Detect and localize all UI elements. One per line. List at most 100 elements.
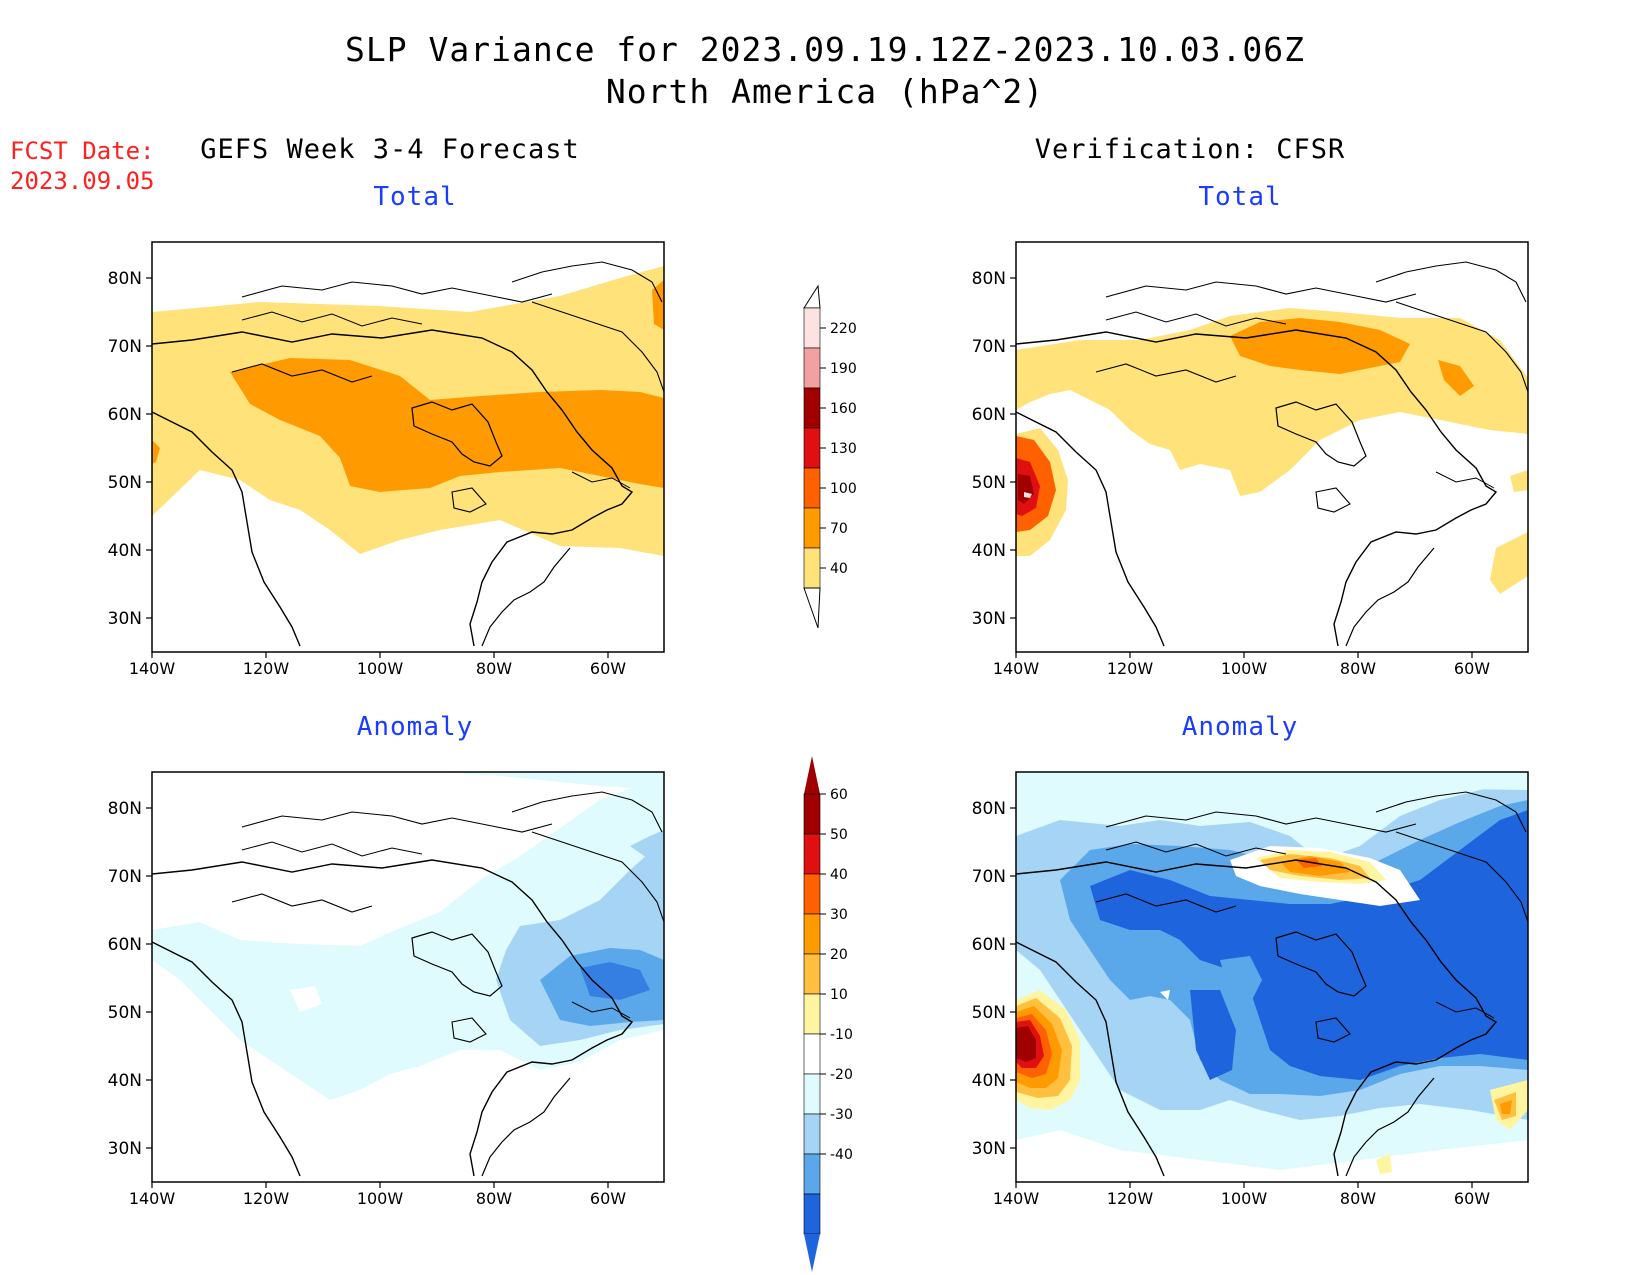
total-colorbar-top-cap [803,284,821,309]
verification-anomaly-minus40-contour [1090,810,1528,1080]
anomaly-colorbar-label: 20 [830,947,848,963]
total-colorbar-label: 220 [830,321,857,337]
total-colorbar-label: 40 [830,561,848,577]
anomaly-colorbar-label: -40 [830,1147,853,1163]
forecast-anomaly-lon-label: 120W [243,1189,290,1208]
anomaly-colorbar-label: 50 [830,827,848,843]
forecast-total-lon-label: 80W [476,659,512,678]
forecast-total-lat-label: 40N [108,541,142,561]
verification-anomaly-lat-label: 50N [972,1003,1006,1023]
forecast-anomaly-lat-label: 50N [108,1003,142,1023]
total-colorbar-swatch [803,467,821,509]
anomaly-colorbar-swatch [803,913,821,955]
anomaly-colorbar-label: 60 [830,787,848,803]
anomaly-colorbar: 60 50 40 30 20 10 -10 -20 -30 -40 [803,756,853,1272]
verification-anomaly-lon-label: 140W [993,1189,1040,1208]
verification-anomaly-lat-label: 70N [972,867,1006,887]
verification-total-lon-label: 120W [1107,659,1154,678]
forecast-anomaly-lon-label: 140W [129,1189,176,1208]
verification-total-lon-label: 80W [1340,659,1376,678]
anomaly-colorbar-swatch [803,1113,821,1155]
verification-anomaly-lat-label: 60N [972,935,1006,955]
total-colorbar-label: 100 [830,481,857,497]
forecast-total-map [151,241,665,653]
anomaly-colorbar-label: -20 [830,1067,853,1083]
verification-anomaly-lon-label: 100W [1221,1189,1268,1208]
total-colorbar: 220 190 160 130 100 70 40 [803,284,857,629]
anomaly-colorbar-label: 30 [830,907,848,923]
anomaly-colorbar-top-cap [804,756,820,794]
forecast-date-block: FCST Date: 2023.09.05 [10,136,155,196]
forecast-total-lon-label: 140W [129,659,176,678]
verification-total-lat-label: 50N [972,473,1006,493]
forecast-anomaly-lat-label: 40N [108,1071,142,1091]
verification-anomaly-lat-label: 30N [972,1139,1006,1159]
verification-total-lat-label: 70N [972,337,1006,357]
verification-total-lat-label: 60N [972,405,1006,425]
anomaly-colorbar-swatch [803,1153,821,1195]
anomaly-colorbar-label: 40 [830,867,848,883]
forecast-total-70-contour [230,358,664,492]
anomaly-colorbar-swatch [803,993,821,1035]
anomaly-colorbar-swatch [803,1193,821,1235]
verification-total-lon-label: 60W [1454,659,1490,678]
verification-anomaly-lon-label: 60W [1454,1189,1490,1208]
verification-total-title: Total [1198,182,1282,212]
anomaly-colorbar-swatch [803,833,821,875]
verification-total-lat-label: 80N [972,269,1006,289]
forecast-total-lat-label: 70N [108,337,142,357]
forecast-date-label: FCST Date: [10,137,155,165]
verification-anomaly-lat-label: 40N [972,1071,1006,1091]
verification-total-lat-label: 40N [972,541,1006,561]
verification-total-70-contour [1230,318,1410,374]
verification-anomaly-lat-label: 80N [972,799,1006,819]
total-colorbar-swatch [803,307,821,349]
verification-anomaly-map [1015,771,1529,1183]
forecast-anomaly-lon-label: 60W [590,1189,626,1208]
verification-total-lon-label: 100W [1221,659,1268,678]
forecast-anomaly-lat-label: 80N [108,799,142,819]
forecast-total-lon-label: 60W [590,659,626,678]
total-colorbar-swatch [803,347,821,389]
verification-anomaly-title: Anomaly [1181,712,1299,742]
forecast-anomaly-lat-label: 30N [108,1139,142,1159]
total-colorbar-label: 70 [830,521,848,537]
forecast-total-lat-label: 80N [108,269,142,289]
anomaly-colorbar-swatch [803,1033,821,1075]
forecast-date-value: 2023.09.05 [10,167,155,195]
anomaly-colorbar-label: -30 [830,1107,853,1123]
axes-layer: 80N 70N 60N 50N 40N 30N 140W 120W 100W 80W 60W 80N 7… [108,269,1491,1208]
total-colorbar-swatch [803,387,821,429]
anomaly-colorbar-bottom-cap [804,1234,820,1272]
total-colorbar-swatch [803,427,821,469]
total-colorbar-label: 190 [830,361,857,377]
left-column-title: GEFS Week 3-4 Forecast [200,134,580,165]
total-colorbar-label: 160 [830,401,857,417]
forecast-total-lon-label: 100W [357,659,404,678]
forecast-anomaly-lat-label: 70N [108,867,142,887]
verification-anomaly-lon-label: 120W [1107,1189,1154,1208]
verification-anomaly-lon-label: 80W [1340,1189,1376,1208]
main-subtitle: North America (hPa^2) [605,72,1045,111]
total-colorbar-bottom-cap [803,587,821,629]
forecast-anomaly-map [151,771,665,1183]
forecast-total-lon-label: 120W [243,659,290,678]
anomaly-colorbar-swatch [803,793,821,835]
forecast-total-lat-label: 50N [108,473,142,493]
total-colorbar-swatch [803,507,821,549]
anomaly-colorbar-label: -10 [830,1027,853,1043]
forecast-anomaly-title: Anomaly [356,712,474,742]
forecast-total-title: Total [373,182,457,212]
verification-total-lon-label: 140W [993,659,1040,678]
verification-total-lat-label: 30N [972,609,1006,629]
main-title: SLP Variance for 2023.09.19.12Z-2023.10.… [345,30,1305,69]
forecast-anomaly-lat-label: 60N [108,935,142,955]
forecast-anomaly-lon-label: 100W [357,1189,404,1208]
total-colorbar-swatch [803,547,821,589]
right-column-title: Verification: CFSR [1034,134,1346,165]
anomaly-colorbar-swatch [803,873,821,915]
anomaly-colorbar-swatch [803,953,821,995]
anomaly-colorbar-label: 10 [830,987,848,1003]
verification-total-map [1015,241,1529,653]
